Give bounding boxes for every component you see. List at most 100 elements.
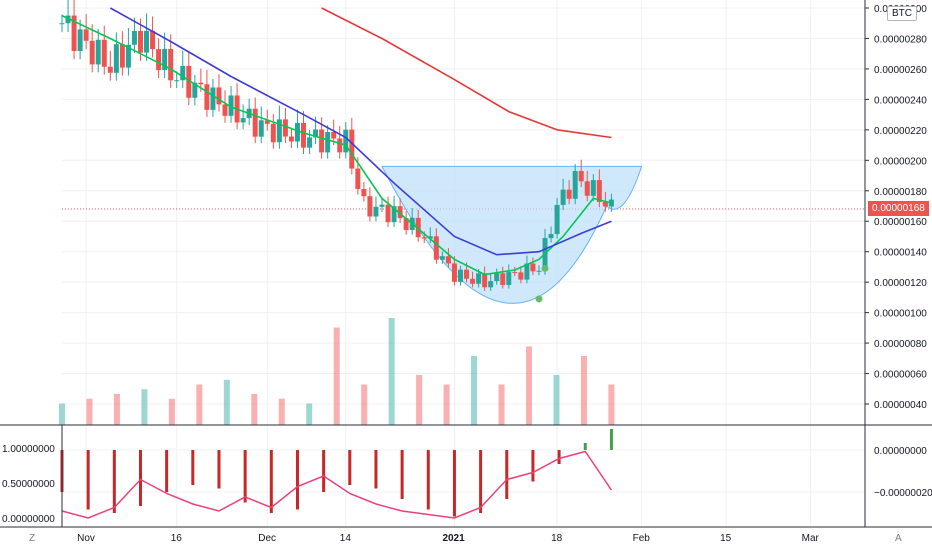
price-tick-label: 0.00000240 (874, 95, 927, 106)
candle-body (210, 87, 216, 110)
candle-body (276, 119, 282, 143)
candle-body (355, 168, 361, 190)
price-tick-label: 0.00000220 (874, 126, 927, 137)
candle-body (331, 132, 337, 139)
volume-bar (59, 403, 65, 425)
candle-body (482, 273, 488, 288)
volume-bar (196, 384, 203, 425)
candle-body (566, 189, 572, 199)
histogram-bar (348, 450, 352, 485)
candle-body (548, 234, 554, 239)
candle-body (168, 48, 174, 81)
candle-body (180, 65, 186, 81)
candle-body (488, 281, 494, 288)
candle-body (228, 95, 234, 116)
volume-bar (471, 356, 478, 425)
candle-body (252, 108, 258, 137)
histogram-bar (295, 450, 299, 510)
time-tick-label: 18 (551, 533, 563, 544)
candle-body (445, 256, 451, 264)
candle-body (451, 263, 457, 282)
candle-body (554, 204, 560, 235)
price-tick-label: 0.00000140 (874, 248, 927, 259)
candle-body (518, 272, 524, 280)
price-tick-label: 0.00000160 (874, 217, 927, 228)
volume-bar (141, 389, 148, 425)
timezone-button[interactable]: Z (29, 533, 36, 544)
candle-body (361, 189, 367, 197)
candle-body (313, 129, 319, 138)
symbol-badge[interactable]: BTC (887, 6, 917, 21)
candle-body (216, 87, 222, 105)
candle-body (590, 180, 596, 196)
volume-bar (86, 398, 93, 425)
histogram-bar (243, 450, 247, 503)
candle-body (343, 129, 349, 153)
osc-left-tick-label: 0.00000000 (2, 514, 55, 525)
last-price-tag: 0.00000168 (868, 201, 929, 216)
candle-body (494, 273, 500, 282)
candle-body (107, 66, 113, 73)
price-tick-label: 0.00000060 (874, 370, 927, 381)
histogram-bar (452, 450, 456, 517)
candle-body (457, 269, 463, 282)
histogram-bar (531, 450, 535, 482)
histogram-bar (191, 450, 195, 485)
histogram-bar (374, 450, 378, 489)
signal-marker (541, 264, 549, 272)
time-tick-label: 2021 (442, 533, 465, 544)
histogram-bar (479, 450, 483, 513)
histogram-bar (86, 450, 90, 510)
candle-body (294, 122, 300, 142)
candle-body (385, 204, 391, 223)
cup-pattern (381, 165, 643, 304)
candle-body (415, 217, 421, 238)
volume-bar (113, 394, 120, 425)
price-tick-label: 0.00000040 (874, 400, 927, 411)
candle-body (222, 104, 228, 116)
volume-bar (251, 394, 258, 425)
volume-bar (608, 384, 615, 425)
candle-body (560, 189, 566, 205)
histogram-bar (400, 450, 404, 499)
auto-scale-button[interactable]: A (895, 533, 902, 544)
volume-bar (553, 375, 560, 425)
time-tick-label: Nov (77, 533, 95, 544)
histogram-bar (557, 450, 561, 464)
moving-averages (59, 0, 614, 291)
candle-body (113, 44, 119, 73)
candle-body (125, 44, 131, 68)
candle-body (391, 206, 397, 223)
osc-left-tick-label: 0.50000000 (2, 479, 55, 490)
volume-bar (580, 356, 587, 425)
candle-body (59, 23, 65, 25)
candle-body (349, 129, 355, 169)
time-tick-label: Feb (633, 533, 651, 544)
candle-body (397, 206, 403, 219)
volume-bar (526, 346, 533, 425)
candle-body (119, 44, 125, 68)
candle-body (288, 136, 294, 142)
candle-body (137, 30, 143, 53)
oscillator-line (61, 450, 613, 519)
histogram-bar (217, 450, 221, 489)
volume-bar (333, 327, 340, 425)
price-tick-label: 0.00000280 (874, 34, 927, 45)
candle-body (433, 236, 439, 260)
candle-body (572, 171, 578, 199)
oscillator-pane (60, 429, 613, 519)
volume-bar (306, 403, 313, 425)
candle-body (506, 272, 512, 285)
candle-body (476, 273, 482, 284)
candle-body (264, 120, 270, 124)
candle-body (95, 39, 101, 65)
candle-body (427, 236, 433, 239)
candle-body (89, 40, 95, 65)
signal-markers (535, 264, 549, 303)
time-tick-label: 15 (720, 533, 732, 544)
candle-body (101, 39, 107, 67)
candle-body (524, 263, 530, 280)
candle-body (71, 15, 77, 52)
volume-bar (278, 398, 285, 425)
